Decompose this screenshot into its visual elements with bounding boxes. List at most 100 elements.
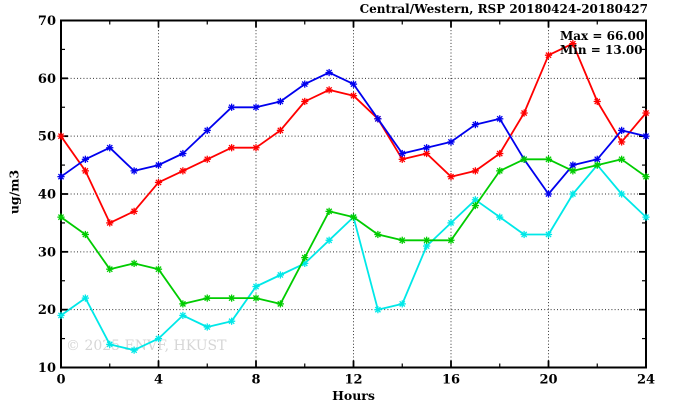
series-blue-marker (545, 190, 552, 198)
series-green-marker (521, 156, 528, 163)
series-blue-marker (106, 144, 113, 151)
series-green-marker (277, 300, 284, 307)
series-blue-marker (618, 127, 625, 134)
series-cyan-marker (496, 214, 503, 221)
x-axis-title: Hours (332, 388, 375, 403)
series-cyan-marker (447, 219, 455, 226)
series-green-marker (106, 266, 113, 273)
series-green-marker (131, 260, 138, 267)
series-red-marker (326, 86, 333, 93)
x-tick-label: 20 (539, 373, 557, 388)
series-cyan-marker (423, 242, 430, 250)
series-cyan-marker (545, 231, 552, 238)
series-red-marker (57, 133, 65, 140)
series-red-marker (131, 208, 138, 215)
series-green-marker (496, 167, 503, 174)
x-tick-label: 0 (56, 373, 65, 388)
series-cyan-marker (57, 312, 65, 319)
series-blue-marker (277, 98, 284, 105)
series-green-marker (204, 295, 211, 302)
series-red-marker (106, 219, 113, 226)
series-cyan-marker (472, 196, 479, 203)
series-green-marker (569, 167, 576, 174)
y-tick-label: 60 (38, 72, 56, 87)
series-blue-marker (447, 138, 455, 146)
series-green-marker (179, 300, 186, 307)
y-tick-label: 10 (38, 361, 56, 376)
series-blue-marker (374, 115, 381, 122)
chart-title: Central/Western, RSP 20180424-20180427 (359, 2, 648, 16)
x-tick-label: 8 (251, 373, 260, 388)
series-red-marker (447, 173, 455, 180)
series-cyan-marker (618, 190, 625, 198)
series-blue-marker (252, 104, 260, 111)
x-tick-label: 12 (344, 373, 362, 388)
series-red-marker (594, 98, 601, 105)
series-blue-marker (301, 81, 308, 88)
series-blue-marker (569, 162, 576, 169)
series-green-marker (447, 237, 455, 244)
series-red-marker (252, 144, 260, 151)
series-red-marker (496, 150, 503, 157)
series-green-marker (618, 156, 625, 163)
series-red-marker (399, 156, 406, 163)
series-green-marker (326, 208, 333, 215)
series-cyan-marker (82, 295, 89, 302)
x-tick-label: 4 (154, 373, 163, 388)
series-blue-marker (642, 133, 650, 140)
y-tick-label: 40 (38, 188, 56, 203)
series-blue-marker (204, 127, 211, 134)
series-red-marker (642, 109, 650, 117)
series-cyan-marker (642, 214, 650, 221)
plot-border (60, 19, 647, 369)
x-tick-label: 16 (442, 373, 460, 388)
series-cyan-marker (179, 312, 186, 319)
series-green-marker (399, 237, 406, 244)
series-red-marker (350, 92, 357, 99)
y-tick-label: 30 (38, 245, 56, 260)
series-cyan-marker (569, 190, 576, 198)
series-cyan-marker (301, 260, 308, 267)
series-red-marker (301, 98, 308, 105)
watermark: © 2025 ENVF, HKUST (66, 338, 227, 354)
series-red-marker (472, 167, 479, 174)
y-tick-label: 70 (38, 14, 56, 29)
series-green-marker (252, 295, 260, 302)
series-red-marker (228, 144, 235, 151)
series-red-marker (521, 109, 528, 117)
series-cyan-marker (399, 300, 406, 307)
series-green-marker (594, 162, 601, 169)
max-annotation: Max = 66.00 (560, 29, 645, 43)
series-green-marker (472, 202, 479, 209)
series-green-marker (155, 266, 162, 273)
series-green-marker (57, 214, 65, 221)
series-cyan-marker (228, 318, 235, 325)
stats-annotation: Max = 66.00 Min = 13.00 (560, 29, 644, 57)
series-red-marker (545, 52, 552, 59)
series-red-marker (179, 167, 186, 174)
series-blue-marker (423, 144, 430, 151)
series-blue-marker (228, 104, 235, 111)
series-blue-marker (399, 150, 406, 157)
series-green-marker (423, 237, 430, 244)
series-cyan-marker (204, 323, 211, 331)
series-green-marker (545, 156, 552, 163)
series-red-marker (423, 150, 430, 157)
series-green-marker (350, 214, 357, 221)
series-green-marker (301, 254, 308, 261)
series-cyan-marker (252, 283, 260, 290)
series-red-marker (618, 138, 625, 146)
y-axis-title: ug/m3 (6, 169, 22, 215)
series-cyan-marker (326, 237, 333, 244)
series-red-marker (82, 167, 89, 174)
series-cyan-marker (131, 347, 138, 354)
series-cyan-marker (374, 306, 381, 313)
series-blue-marker (326, 69, 333, 76)
series-cyan-marker (155, 335, 162, 342)
y-tick-label: 20 (38, 303, 56, 318)
series-blue-marker (179, 150, 186, 157)
series-blue-marker (350, 81, 357, 88)
series-blue-marker (496, 115, 503, 122)
